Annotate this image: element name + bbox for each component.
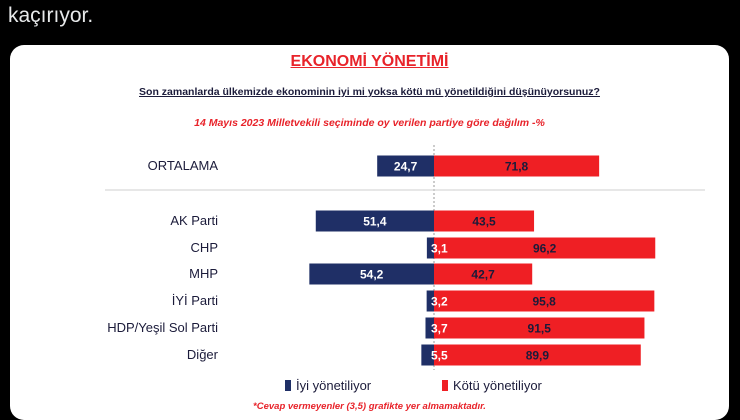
bar-good	[315, 210, 434, 232]
data-label-bad: 42,7	[471, 268, 495, 282]
category-label: Diğer	[187, 347, 219, 362]
data-label-good: 3,7	[431, 322, 448, 336]
data-label-bad: 96,2	[533, 242, 557, 256]
bar-good	[425, 317, 434, 339]
data-label-good: 3,1	[431, 242, 448, 256]
footnote: *Cevap vermeyenler (3,5) grafikte yer al…	[253, 401, 486, 412]
data-label-good: 24,7	[394, 160, 418, 174]
data-label-bad: 95,8	[532, 295, 556, 309]
bar-good	[426, 290, 434, 312]
bar-good	[421, 344, 434, 366]
category-label: MHP	[189, 266, 218, 281]
category-label: HDP/Yeşil Sol Parti	[107, 320, 218, 335]
category-label: CHP	[191, 240, 218, 255]
chart-note: 14 Mayıs 2023 Milletvekili seçiminde oy …	[194, 117, 545, 129]
data-label-bad: 71,8	[505, 160, 529, 174]
bar-good	[377, 155, 434, 177]
bar-bad	[434, 155, 600, 177]
bar-bad	[434, 317, 645, 339]
bar-bad	[434, 290, 655, 312]
category-label: İYİ Parti	[172, 293, 218, 308]
legend-label-bad: Kötü yönetiliyor	[453, 378, 542, 393]
bar-bad	[434, 344, 641, 366]
chart-title: EKONOMİ YÖNETİMİ	[290, 53, 449, 70]
bar-good	[426, 237, 434, 259]
data-label-good: 5,5	[431, 349, 448, 363]
data-label-good: 3,2	[431, 295, 448, 309]
bar-bad	[434, 263, 533, 285]
tweet-text: kaçırıyor.	[8, 4, 94, 27]
category-label: AK Parti	[170, 213, 218, 228]
legend-item-good: İyi yönetiliyor	[285, 378, 371, 393]
data-label-bad: 89,9	[526, 349, 550, 363]
category-label: ORTALAMA	[148, 158, 219, 173]
bar-good	[309, 263, 434, 285]
legend-label-good: İyi yönetiliyor	[296, 378, 372, 393]
legend-swatch-good	[285, 380, 291, 391]
data-label-bad: 43,5	[472, 215, 496, 229]
data-label-bad: 91,5	[528, 322, 552, 336]
diverging-bar-chart: ORTALAMA 24,7 71,8 AK Parti 51,4 43,5 CHP 3,1 96…	[105, 145, 705, 370]
data-label-good: 54,2	[360, 268, 384, 282]
bar-bad	[434, 237, 656, 259]
data-label-good: 51,4	[363, 215, 387, 229]
legend-item-bad: Kötü yönetiliyor	[442, 378, 542, 393]
chart-image-card[interactable]: EKONOMİ YÖNETİMİ Son zamanlarda ülkemizd…	[10, 45, 729, 420]
chart-subtitle: Son zamanlarda ülkemizde ekonominin iyi …	[139, 86, 600, 98]
legend-swatch-bad	[442, 380, 448, 391]
bar-bad	[434, 210, 535, 232]
